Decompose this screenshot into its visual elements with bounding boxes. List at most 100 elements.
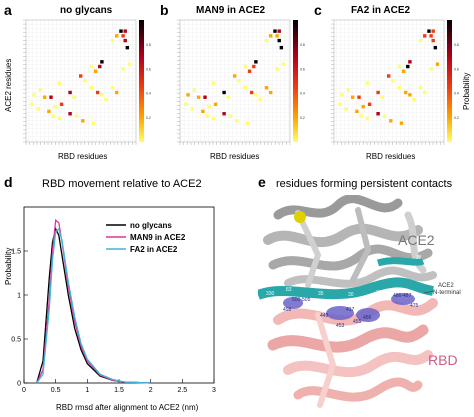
heatmap-cell [269,34,273,38]
heatmap-cell [190,107,194,111]
ace2-residue-label: 34 [388,289,394,295]
ace2-residue-label: 330 [266,291,275,297]
x-tick-label: 2.5 [177,387,187,394]
x-tick-label: 0 [22,387,26,394]
heatmap-cell [254,60,258,64]
heatmap-cell [243,86,247,90]
heatmap-cell [264,86,269,90]
heatmap-cell [83,79,87,83]
colorbar-tick: 0.6 [454,67,459,71]
heatmap-cell [406,64,410,69]
heatmap-cell [277,38,281,43]
heatmap-cell [211,81,216,85]
heatmap-cell [36,107,40,111]
heatmap-c: 0.8 0.6 0.4 0.2 [331,19,459,145]
heatmap-cell [418,38,423,43]
nterm-label-line2: N-terminal [433,290,461,296]
heatmap-cell [380,95,385,99]
heatmap-cell [431,38,435,43]
heatmap-cell [344,107,348,111]
heatmap-cell [121,34,125,38]
rbd-interface-residues [283,293,415,322]
rbd-residue-label: 449 [320,313,329,319]
heatmap-cell [367,102,372,106]
colorbar [447,20,452,142]
heatmap-cell [196,95,201,99]
heatmap-cell [98,64,102,69]
heatmap-xlabel-c: RBD residues [366,152,416,161]
y-tick-label: 0.5 [11,337,21,344]
x-tick-label: 1 [85,387,89,394]
heatmap-cell [57,116,62,121]
heatmap-cell [412,97,416,102]
heatmap-cell [186,93,190,97]
heatmap-cell [100,93,104,97]
chart-xlabel: RBD rmsd after alignment to ACE2 (nm) [56,403,199,412]
heatmap-cell [258,97,262,102]
heatmap-b: 0.8 0.6 0.4 0.2 [177,19,305,145]
ace2-n-terminal-helix [258,277,434,300]
heatmap-cell [121,67,125,71]
heatmap-cell [127,62,132,66]
heatmap-cell [279,45,284,50]
colorbar-tick: 0.6 [146,67,151,71]
heatmap-cell [79,74,83,78]
colorbar-tick: 0.8 [146,43,151,47]
heatmap-cell [423,90,427,95]
heatmap-cell [201,109,205,114]
heatmap-cell [391,79,395,83]
heatmap-cell [235,119,239,123]
heatmap-cell [338,102,342,106]
colorbar-tick: 0.2 [300,116,305,120]
colorbar-tick: 0.4 [300,92,305,96]
legend-entry: no glycans [130,221,172,230]
heatmap-cell [429,34,433,38]
heatmap-cell [110,38,115,43]
panel-title-b: MAN9 in ACE2 [196,5,266,16]
heatmap-cell [254,93,258,97]
rbd-residue-label: 453 [336,323,345,329]
heatmap-cell [376,112,380,116]
heatmap-cell [125,45,130,50]
heatmap-cell [211,116,216,121]
heatmap-cell [359,114,363,118]
heatmap-cell [376,90,380,95]
panel-letter-c: c [314,2,322,18]
plot-frame [23,206,215,384]
heatmap-cell [100,60,104,64]
heatmap-xlabel-a: RBD residues [58,152,108,161]
ace2-residue-label: 38 [416,255,422,261]
heatmap-cell [365,116,370,121]
heatmap-cell [57,81,62,85]
x-tick-label: 3 [212,387,216,394]
heatmap-cell [399,121,404,125]
heatmap-cell [68,90,72,95]
heatmap-cell [115,90,119,95]
legend-entry: FA2 in ACE2 [130,245,178,254]
heatmap-cell [275,67,279,71]
heatmap-cell [435,62,440,66]
rbd-residue-label: 498 [283,307,292,313]
heatmap-xlabel-b: RBD residues [210,152,260,161]
heatmap-cell [51,114,55,118]
heatmap-cell [427,29,431,33]
heatmap-cell [203,95,207,99]
y-tick-label: 1 [17,293,21,300]
heatmap-cell [281,62,286,66]
colorbar-tick: 0.6 [300,67,305,71]
heatmap-cell [123,38,127,43]
heatmap-cell [389,119,393,123]
heatmap-cell [213,102,218,106]
ace2-residue-label: 42 [428,259,434,265]
heatmap-cell [273,29,277,33]
heatmap-cell [192,88,197,92]
heatmap-cell [423,34,427,38]
ace2-residue-label: 35 [318,291,324,297]
colorbar-tick: 0.8 [300,43,305,47]
panel-letter-a: a [4,2,12,18]
heatmap-cell [59,102,64,106]
heatmap-cell [397,64,401,69]
heatmap-cell [252,64,256,69]
rbd-residue-label: 475 [410,303,419,309]
heatmap-cell [249,90,254,95]
